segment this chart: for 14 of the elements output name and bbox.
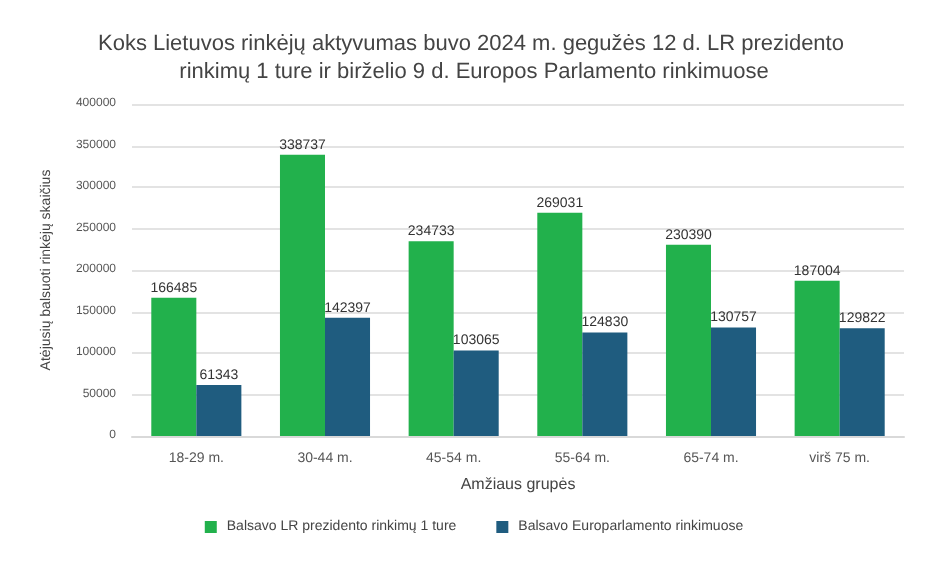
bar — [794, 280, 840, 436]
x-axis-title: Amžiaus grupės — [460, 474, 576, 493]
bar — [279, 154, 325, 436]
bar — [582, 332, 628, 436]
bar — [839, 328, 885, 436]
bar — [408, 241, 454, 436]
bar — [151, 297, 197, 436]
bar — [196, 385, 242, 436]
bar — [453, 350, 499, 436]
bar — [665, 244, 711, 436]
bar — [325, 317, 371, 436]
bar — [711, 327, 757, 436]
chart-title: Koks Lietuvos rinkėjų aktyvumas buvo 2024 m. gegužės 12 d. LR prezidento rinkimų 1 ture ir birželio 9 d. Europos Parlamento rinkimuose — [97, 32, 851, 84]
bar — [537, 212, 583, 436]
